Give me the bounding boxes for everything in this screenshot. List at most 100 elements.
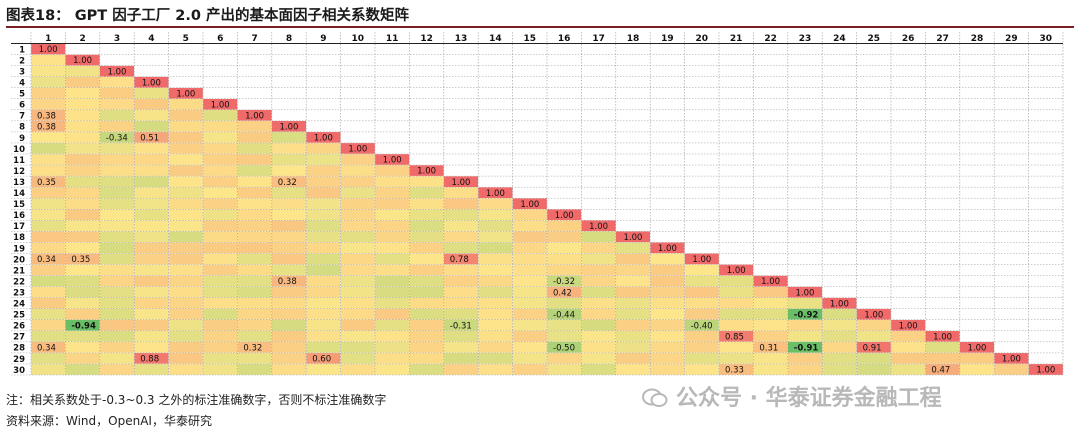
cell-value-label: 1.00 bbox=[108, 67, 127, 77]
heatmap-cell bbox=[306, 363, 341, 376]
heatmap-cell bbox=[478, 264, 513, 276]
column-label: 5 bbox=[183, 34, 189, 44]
column-label: 20 bbox=[696, 34, 709, 44]
heatmap-cell bbox=[512, 231, 548, 243]
cell-value-label: 0.42 bbox=[553, 288, 572, 298]
heatmap-cell bbox=[822, 330, 857, 342]
cell-value-label: 0.38 bbox=[278, 277, 297, 287]
heatmap-cell bbox=[374, 175, 410, 188]
cell-value-label: 1.00 bbox=[176, 89, 195, 99]
heatmap-cell bbox=[168, 242, 204, 254]
cell-value-label: 0.38 bbox=[37, 123, 56, 133]
heatmap-cell bbox=[65, 286, 100, 298]
heatmap-cell bbox=[443, 220, 479, 232]
empty-upper-cell bbox=[375, 142, 1063, 154]
cell-value-label: 1.00 bbox=[899, 321, 918, 331]
heatmap-cell bbox=[30, 319, 66, 331]
heatmap-cell bbox=[340, 209, 376, 221]
heatmap-cell bbox=[753, 330, 788, 342]
column-label: 2 bbox=[79, 34, 85, 44]
cell-value-label: 0.60 bbox=[312, 355, 331, 365]
heatmap-cell bbox=[478, 231, 513, 243]
heatmap-cell bbox=[237, 198, 272, 210]
empty-upper-cell bbox=[684, 242, 1063, 254]
heatmap-cell bbox=[787, 297, 823, 309]
row-label: 14 bbox=[13, 189, 25, 199]
cell-value-label: -0.32 bbox=[553, 277, 575, 287]
heatmap-cell bbox=[65, 220, 100, 232]
heatmap-cell bbox=[650, 352, 685, 365]
heatmap-cell bbox=[202, 363, 238, 376]
heatmap-cell bbox=[718, 286, 754, 298]
heatmap-cell bbox=[237, 352, 272, 365]
column-label: 15 bbox=[524, 34, 537, 44]
column-label: 28 bbox=[971, 34, 984, 44]
heatmap-cell bbox=[134, 264, 169, 276]
heatmap-cell bbox=[615, 275, 651, 287]
heatmap-cell bbox=[65, 242, 100, 254]
heatmap-cell bbox=[30, 65, 66, 77]
heatmap-cell bbox=[65, 341, 100, 354]
heatmap-cell bbox=[443, 330, 479, 342]
heatmap-cell bbox=[237, 186, 272, 199]
heatmap-cell bbox=[546, 253, 582, 265]
row-label: 22 bbox=[13, 277, 25, 287]
heatmap-cell bbox=[478, 341, 513, 354]
heatmap-cell bbox=[340, 264, 376, 276]
heatmap-cell bbox=[718, 341, 754, 354]
heatmap-cell bbox=[443, 297, 479, 309]
heatmap-cell bbox=[134, 308, 169, 320]
heatmap-cell bbox=[237, 264, 272, 276]
heatmap-cell bbox=[340, 297, 376, 309]
heatmap-cell bbox=[581, 363, 616, 376]
heatmap-cell bbox=[65, 175, 100, 188]
heatmap-cell bbox=[168, 186, 204, 199]
row-label: 19 bbox=[13, 244, 25, 254]
heatmap-cell bbox=[409, 231, 444, 243]
heatmap-cell bbox=[512, 352, 548, 365]
heatmap-cell bbox=[134, 253, 169, 265]
heatmap-cell bbox=[409, 198, 444, 210]
empty-upper-cell bbox=[891, 308, 1063, 320]
heatmap-cell bbox=[581, 242, 616, 254]
heatmap-cell bbox=[443, 341, 479, 354]
cell-value-label: 1.00 bbox=[1002, 355, 1021, 365]
heatmap-cell bbox=[374, 220, 410, 232]
heatmap-cell bbox=[581, 341, 616, 354]
heatmap-cell bbox=[99, 209, 135, 221]
heatmap-cell bbox=[753, 352, 788, 365]
column-label: 12 bbox=[420, 34, 433, 44]
heatmap-cell bbox=[306, 242, 341, 254]
heatmap-cell bbox=[409, 275, 444, 287]
column-label: 3 bbox=[114, 34, 120, 44]
heatmap-cell bbox=[99, 319, 135, 331]
column-label: 9 bbox=[320, 34, 326, 44]
heatmap-cell bbox=[581, 286, 616, 298]
heatmap-cell bbox=[202, 142, 238, 155]
heatmap-cell bbox=[168, 142, 204, 155]
heatmap-cell bbox=[202, 297, 238, 309]
cell-value-label: 1.00 bbox=[555, 211, 574, 221]
cell-value-label: 1.00 bbox=[727, 266, 746, 276]
heatmap-cell bbox=[684, 297, 720, 309]
empty-upper-cell bbox=[203, 87, 1063, 99]
heatmap-cell bbox=[30, 164, 66, 177]
heatmap-cell bbox=[512, 286, 548, 298]
heatmap-cell bbox=[99, 363, 135, 376]
heatmap-cell bbox=[753, 308, 788, 320]
heatmap-cell bbox=[168, 209, 204, 221]
heatmap-cell bbox=[168, 164, 204, 177]
heatmap-cell bbox=[718, 308, 754, 320]
heatmap-cell bbox=[202, 220, 238, 232]
footnote: 注：相关系数处于-0.3~0.3 之外的标注准确数字，否则不标注准确数字 bbox=[6, 393, 387, 407]
heatmap-cell bbox=[478, 209, 513, 221]
heatmap-cell bbox=[306, 308, 341, 320]
heatmap-cell bbox=[512, 297, 548, 309]
heatmap-cell bbox=[374, 330, 410, 342]
heatmap-cell bbox=[306, 264, 341, 276]
wechat-icon bbox=[642, 388, 668, 407]
heatmap-cell bbox=[202, 231, 238, 243]
heatmap-cell bbox=[615, 319, 651, 331]
heatmap-cell bbox=[340, 186, 376, 199]
heatmap-cell bbox=[925, 352, 960, 365]
